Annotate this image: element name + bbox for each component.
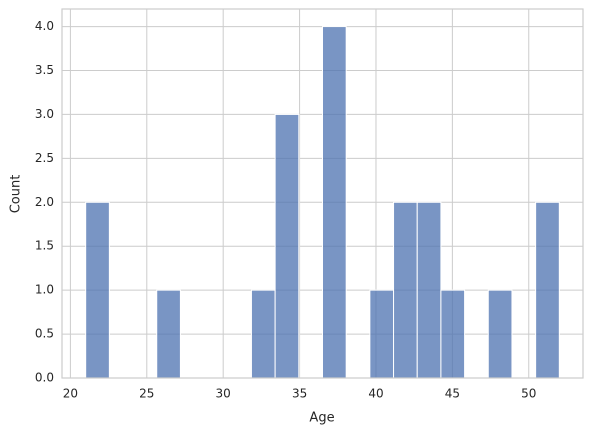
x-tick-label: 45 (445, 387, 460, 401)
x-tick-label: 20 (63, 387, 78, 401)
bar (322, 26, 347, 379)
y-tick-label: 1.5 (35, 239, 54, 253)
x-tick-label: 25 (139, 387, 154, 401)
bar (250, 289, 276, 379)
y-tick-label: 3.0 (35, 107, 54, 121)
x-tick-label: 30 (216, 387, 231, 401)
bar (369, 289, 395, 379)
bar (535, 201, 560, 379)
x-axis-label: Age (309, 411, 334, 426)
bar (393, 201, 418, 379)
x-tick-label: 40 (368, 387, 383, 401)
y-tick-label: 3.5 (35, 63, 54, 77)
bar (156, 289, 181, 379)
y-tick-label: 0.5 (35, 327, 54, 341)
y-tick-label: 1.0 (35, 283, 54, 297)
y-axis-label: Count (9, 175, 24, 214)
y-tick-label: 4.0 (35, 19, 54, 33)
y-tick-label: 2.0 (35, 195, 54, 209)
plot-frame (61, 8, 584, 379)
x-tick-label: 50 (521, 387, 536, 401)
bar (85, 201, 110, 379)
bar (440, 289, 466, 379)
bar (274, 113, 300, 379)
y-tick-label: 0.0 (35, 371, 54, 385)
bar (487, 289, 513, 379)
y-tick-label: 2.5 (35, 151, 54, 165)
x-tick-label: 35 (292, 387, 307, 401)
bar (416, 201, 442, 379)
